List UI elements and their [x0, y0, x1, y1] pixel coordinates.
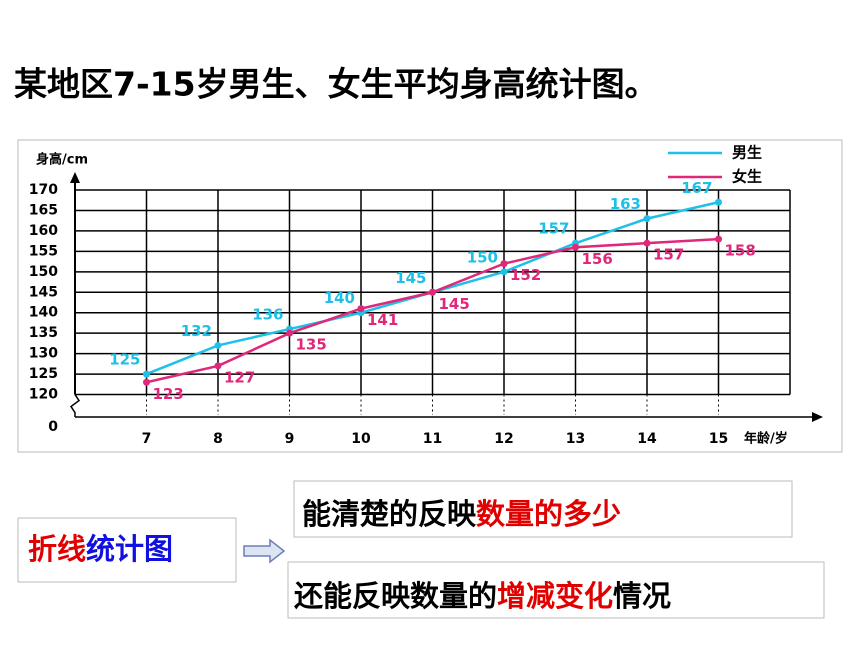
x-tick-label: 9	[285, 431, 295, 447]
y-tick-label: 170	[29, 182, 58, 198]
point	[143, 378, 150, 386]
text-part: 统计图	[86, 532, 173, 566]
y-axis-arrow	[70, 172, 80, 183]
point	[572, 243, 579, 251]
text-part: 能清楚的反映	[302, 497, 477, 531]
data-label: 145	[395, 269, 426, 287]
y-tick-label: 160	[29, 223, 58, 239]
x-tick-label: 8	[213, 431, 223, 447]
x-tick-label: 11	[423, 431, 442, 447]
point	[357, 305, 365, 313]
point	[715, 198, 722, 206]
x-tick-label: 15	[709, 431, 728, 447]
data-label: 156	[582, 250, 613, 268]
legend-label: 女生	[732, 168, 762, 186]
text-part: 情况	[613, 579, 671, 613]
point	[214, 362, 222, 370]
data-label: 135	[296, 336, 327, 354]
legend-label: 男生	[732, 144, 762, 162]
data-label: 167	[681, 179, 712, 197]
data-label: 140	[324, 289, 355, 307]
data-label: 163	[610, 195, 641, 213]
data-label: 132	[181, 322, 212, 340]
x-tick-label: 7	[142, 431, 152, 447]
y-tick-label: 140	[29, 305, 58, 321]
data-label: 157	[653, 246, 684, 264]
y-tick-label: 130	[29, 346, 58, 362]
data-label: 141	[367, 311, 398, 329]
point	[715, 235, 722, 243]
x-tick-label: 13	[566, 431, 585, 447]
y-axis-label: 身高/cm	[36, 152, 88, 168]
text-part: 折线	[28, 532, 86, 566]
data-label: 158	[725, 242, 756, 260]
chart-frame	[17, 139, 843, 453]
x-axis-arrow	[812, 412, 823, 422]
y-origin-label: 0	[48, 419, 58, 435]
y-tick-label: 150	[29, 264, 58, 280]
data-label: 136	[252, 306, 283, 324]
y-tick-label: 120	[29, 387, 58, 403]
data-label: 157	[538, 220, 569, 238]
text-part: 增减变化	[497, 579, 613, 613]
arrow	[243, 538, 286, 564]
point	[286, 329, 293, 337]
y-tick-label: 145	[29, 284, 58, 300]
point	[500, 260, 508, 268]
data-label: 150	[467, 248, 498, 266]
point1-text: 能清楚的反映数量的多少	[302, 497, 621, 531]
left-box	[17, 517, 237, 583]
y-tick-label: 135	[29, 325, 58, 341]
y-tick-label: 125	[29, 366, 58, 382]
data-label: 145	[439, 295, 470, 313]
left-box-text: 折线统计图	[28, 532, 173, 566]
x-axis-label: 年龄/岁	[744, 431, 788, 447]
point2-box	[287, 561, 825, 619]
x-tick-label: 14	[637, 431, 657, 447]
x-tick-label: 12	[494, 431, 513, 447]
slide-title: 某地区7-15岁男生、女生平均身高统计图。	[14, 65, 658, 104]
data-label: 127	[224, 368, 255, 386]
data-label: 123	[153, 385, 184, 403]
point	[143, 370, 150, 378]
x-tick-label: 10	[351, 431, 371, 447]
text-part: 还能反映数量的	[294, 579, 497, 613]
text-part: 数量的多少	[476, 497, 621, 531]
point	[643, 215, 651, 223]
y-tick-label: 165	[29, 202, 58, 218]
data-label: 125	[109, 351, 140, 369]
point2-text: 还能反映数量的增减变化情况	[294, 579, 671, 613]
y-tick-label: 155	[29, 243, 58, 259]
point	[500, 268, 508, 276]
point	[214, 341, 222, 349]
axis-break	[69, 394, 81, 417]
point	[643, 239, 651, 247]
data-label: 152	[510, 266, 541, 284]
point1-box	[293, 480, 793, 538]
point	[429, 288, 436, 296]
